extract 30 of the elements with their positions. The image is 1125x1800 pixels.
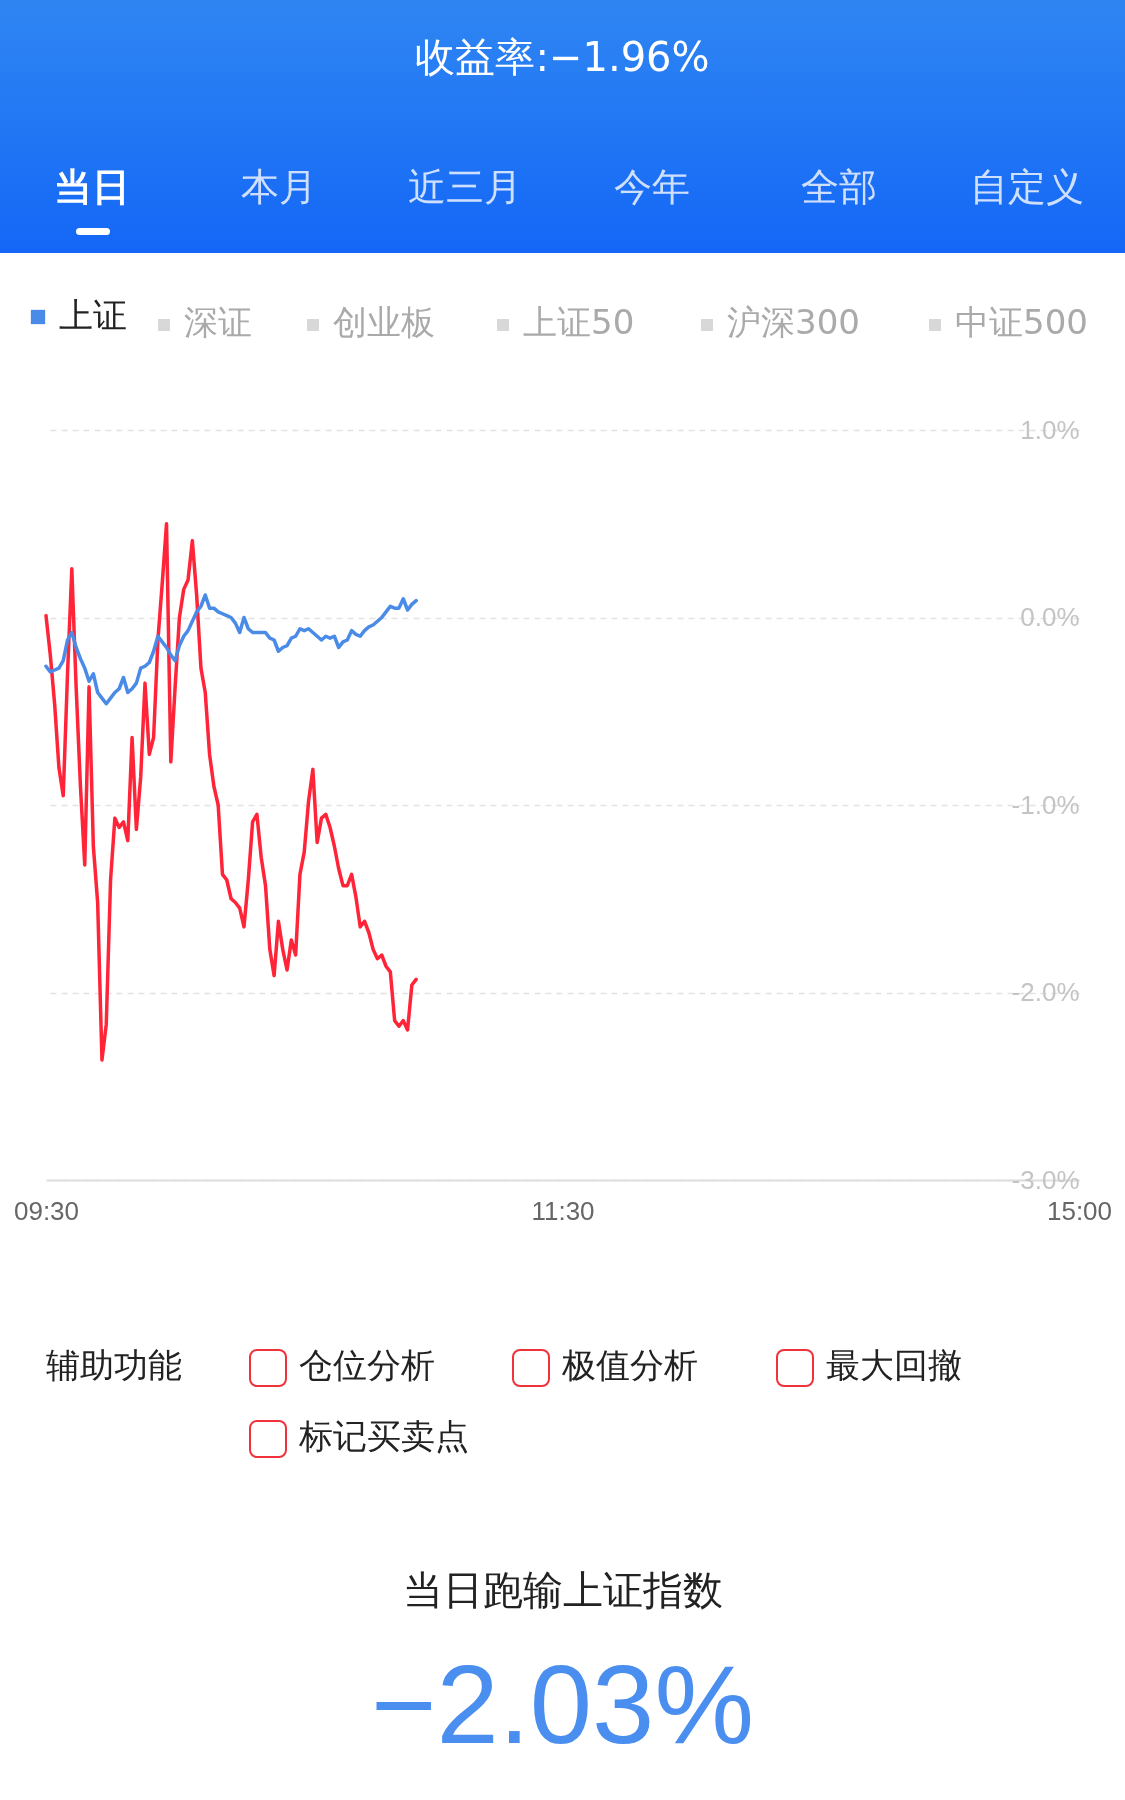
x-tick-label: 09:30 [13,1195,80,1226]
legend-label: 上证 [59,295,127,335]
line-series [44,593,418,706]
text: 深证 [184,302,252,342]
y-tick-label: -3.0% [1011,1164,1080,1195]
text: 今年 [614,164,690,211]
y-tick-label: -2.0% [1011,977,1080,1007]
text: 最大回撤 [826,1345,962,1385]
text: 本月 [241,164,317,211]
text: 辅助功能 [46,1344,182,1387]
x-tick-label: 15:00 [1046,1195,1113,1226]
text: 创业板 [333,302,435,342]
text: 当日跑输上证指数 [401,1566,724,1615]
y-tick-label: 1.0% [1020,414,1080,445]
text: 极值分析 [562,1345,698,1385]
text: −2.03% [370,1641,755,1769]
text: 标记买卖点 [299,1416,469,1456]
chart-title: 收益率:−1.96% [414,33,711,82]
text: 仓位分析 [299,1345,435,1385]
y-tick-label: -1.0% [1011,789,1080,820]
text: 近三月 [408,164,522,211]
text: 中证500 [955,302,1088,342]
text: 上证50 [523,302,635,342]
text: 沪深300 [727,302,860,342]
text: 当日 [54,164,130,211]
line-series [44,522,418,1062]
x-tick-label: 11:30 [531,1195,595,1226]
y-tick-label: 0.0% [1020,602,1080,632]
text: 全部 [801,164,877,211]
text: 自定义 [970,164,1084,211]
